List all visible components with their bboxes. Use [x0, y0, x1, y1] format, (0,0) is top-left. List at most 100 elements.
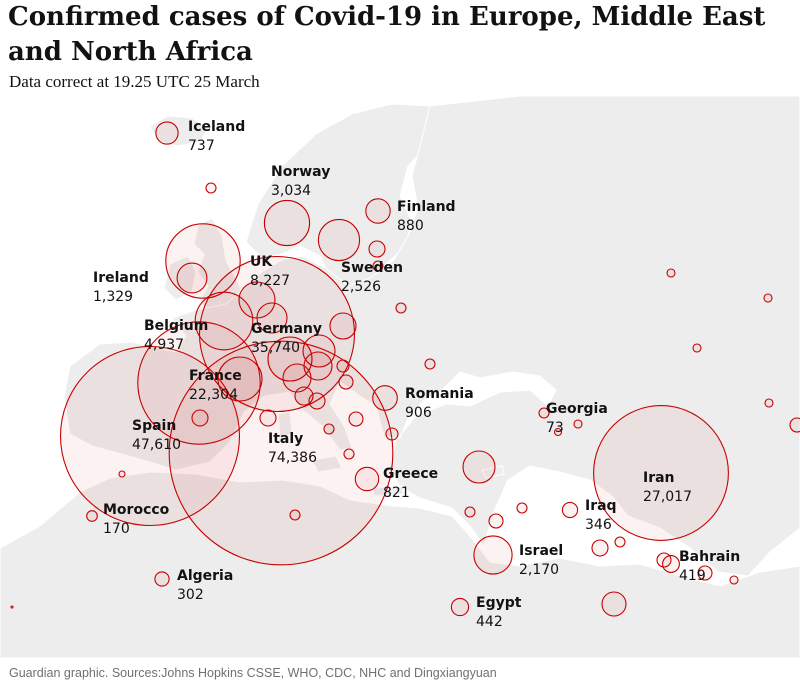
bubble-minor	[488, 513, 504, 529]
bubble-minor	[385, 427, 399, 441]
label-iraq-name: Iraq	[585, 498, 617, 514]
label-norway-name: Norway	[271, 164, 330, 180]
bubble-iceland	[155, 121, 179, 145]
bubble-minor	[343, 448, 355, 460]
label-egypt-name: Egypt	[476, 595, 522, 611]
label-romania-cases: 906	[405, 405, 432, 421]
source-note: Guardian graphic. Sources:Johns Hopkins …	[9, 666, 497, 680]
label-iraq-cases: 346	[585, 517, 612, 533]
land-crete	[371, 485, 405, 497]
bubble-minor	[666, 268, 676, 278]
bubble-ireland	[176, 262, 208, 294]
label-layer: Iceland 737 Norway 3,034 Finland 880 Ire…	[93, 119, 740, 630]
bubble-minor	[205, 182, 217, 194]
label-sweden-name: Sweden	[341, 260, 403, 276]
bubble-minor	[656, 552, 672, 568]
label-finland-name: Finland	[397, 199, 456, 215]
label-germany-name: Germany	[251, 321, 322, 337]
bubble-minor	[789, 417, 800, 433]
bubble-spain	[59, 345, 241, 527]
label-morocco-cases: 170	[103, 521, 130, 537]
label-israel-cases: 2,170	[519, 562, 559, 578]
label-romania-name: Romania	[405, 386, 474, 402]
label-georgia-cases: 73	[546, 420, 564, 436]
label-israel-name: Israel	[519, 543, 563, 559]
bubble-minor	[462, 450, 496, 484]
bubble-minor	[395, 302, 407, 314]
label-france-name: France	[189, 368, 242, 384]
bubble-sweden	[317, 218, 361, 262]
bubble-morocco	[86, 510, 98, 522]
bubble-finland	[365, 198, 391, 224]
bubble-minor	[424, 358, 436, 370]
land-sicily	[311, 455, 343, 473]
bubble-minor	[338, 374, 354, 390]
label-iceland-cases: 737	[188, 138, 215, 154]
bubble-minor	[573, 419, 583, 429]
label-bahrain-name: Bahrain	[679, 549, 740, 565]
label-germany-cases: 35,740	[251, 340, 300, 356]
bubble-minor	[697, 565, 713, 581]
bubble-bahrain	[662, 555, 680, 573]
label-uk-name: UK	[250, 254, 273, 270]
bubble-minor	[329, 312, 357, 340]
bubble-georgia	[553, 427, 563, 437]
bubble-minor	[538, 407, 550, 419]
bubble-minor	[259, 409, 277, 427]
bubble-minor	[191, 409, 209, 427]
bubble-iran	[593, 405, 729, 541]
bubble-minor	[601, 591, 627, 617]
bubble-minor	[591, 539, 609, 557]
land-continent	[63, 96, 800, 577]
bubble-minor	[614, 536, 626, 548]
bubble-belgium	[194, 291, 254, 351]
land-scandinavia	[245, 103, 449, 301]
bubble-minor	[289, 509, 301, 521]
label-belgium-cases: 4,937	[144, 337, 184, 353]
bubble-minor	[217, 356, 263, 402]
bubble-minor	[308, 392, 326, 410]
label-ireland-cases: 1,329	[93, 289, 133, 305]
bubble-egypt	[450, 597, 470, 617]
label-belgium-name: Belgium	[144, 318, 208, 334]
bubble-minor	[238, 281, 276, 319]
bubble-france	[137, 321, 261, 445]
land-north-africa	[0, 471, 800, 658]
bubble-minor	[372, 260, 384, 272]
bubble-minor	[118, 470, 126, 478]
bubble-greece	[354, 466, 380, 492]
label-ireland-name: Ireland	[93, 270, 149, 286]
bubble-layer	[10, 121, 800, 617]
label-sweden-cases: 2,526	[341, 279, 381, 295]
bubble-italy	[168, 340, 394, 566]
land-layer	[0, 96, 800, 658]
label-france-cases: 22,304	[189, 387, 238, 403]
bubble-minor	[323, 423, 335, 435]
land-iceland	[149, 115, 209, 147]
label-greece-cases: 821	[383, 485, 410, 501]
bubble-minor	[303, 351, 333, 381]
bubble-minor	[692, 343, 702, 353]
bubble-minor	[348, 411, 364, 427]
bubble-norway	[263, 199, 311, 247]
bubble-minor	[336, 359, 350, 373]
land-ireland	[163, 255, 197, 301]
label-algeria-name: Algeria	[177, 568, 233, 584]
label-morocco-name: Morocco	[103, 502, 170, 518]
label-georgia-name: Georgia	[546, 401, 608, 417]
bubble-iraq	[561, 501, 579, 519]
label-spain-name: Spain	[132, 418, 176, 434]
map-svg: Iceland 737 Norway 3,034 Finland 880 Ire…	[0, 96, 800, 658]
bubble-minor	[267, 336, 313, 382]
label-iceland-name: Iceland	[188, 119, 245, 135]
label-italy-cases: 74,386	[268, 450, 317, 466]
label-iran-cases: 27,017	[643, 489, 692, 505]
label-greece-name: Greece	[383, 466, 438, 482]
label-uk-cases: 8,227	[250, 273, 290, 289]
bubble-minor	[464, 506, 476, 518]
label-egypt-cases: 442	[476, 614, 503, 630]
label-italy-name: Italy	[268, 431, 303, 447]
bubble-algeria	[154, 571, 170, 587]
label-spain-cases: 47,610	[132, 437, 181, 453]
label-algeria-cases: 302	[177, 587, 204, 603]
